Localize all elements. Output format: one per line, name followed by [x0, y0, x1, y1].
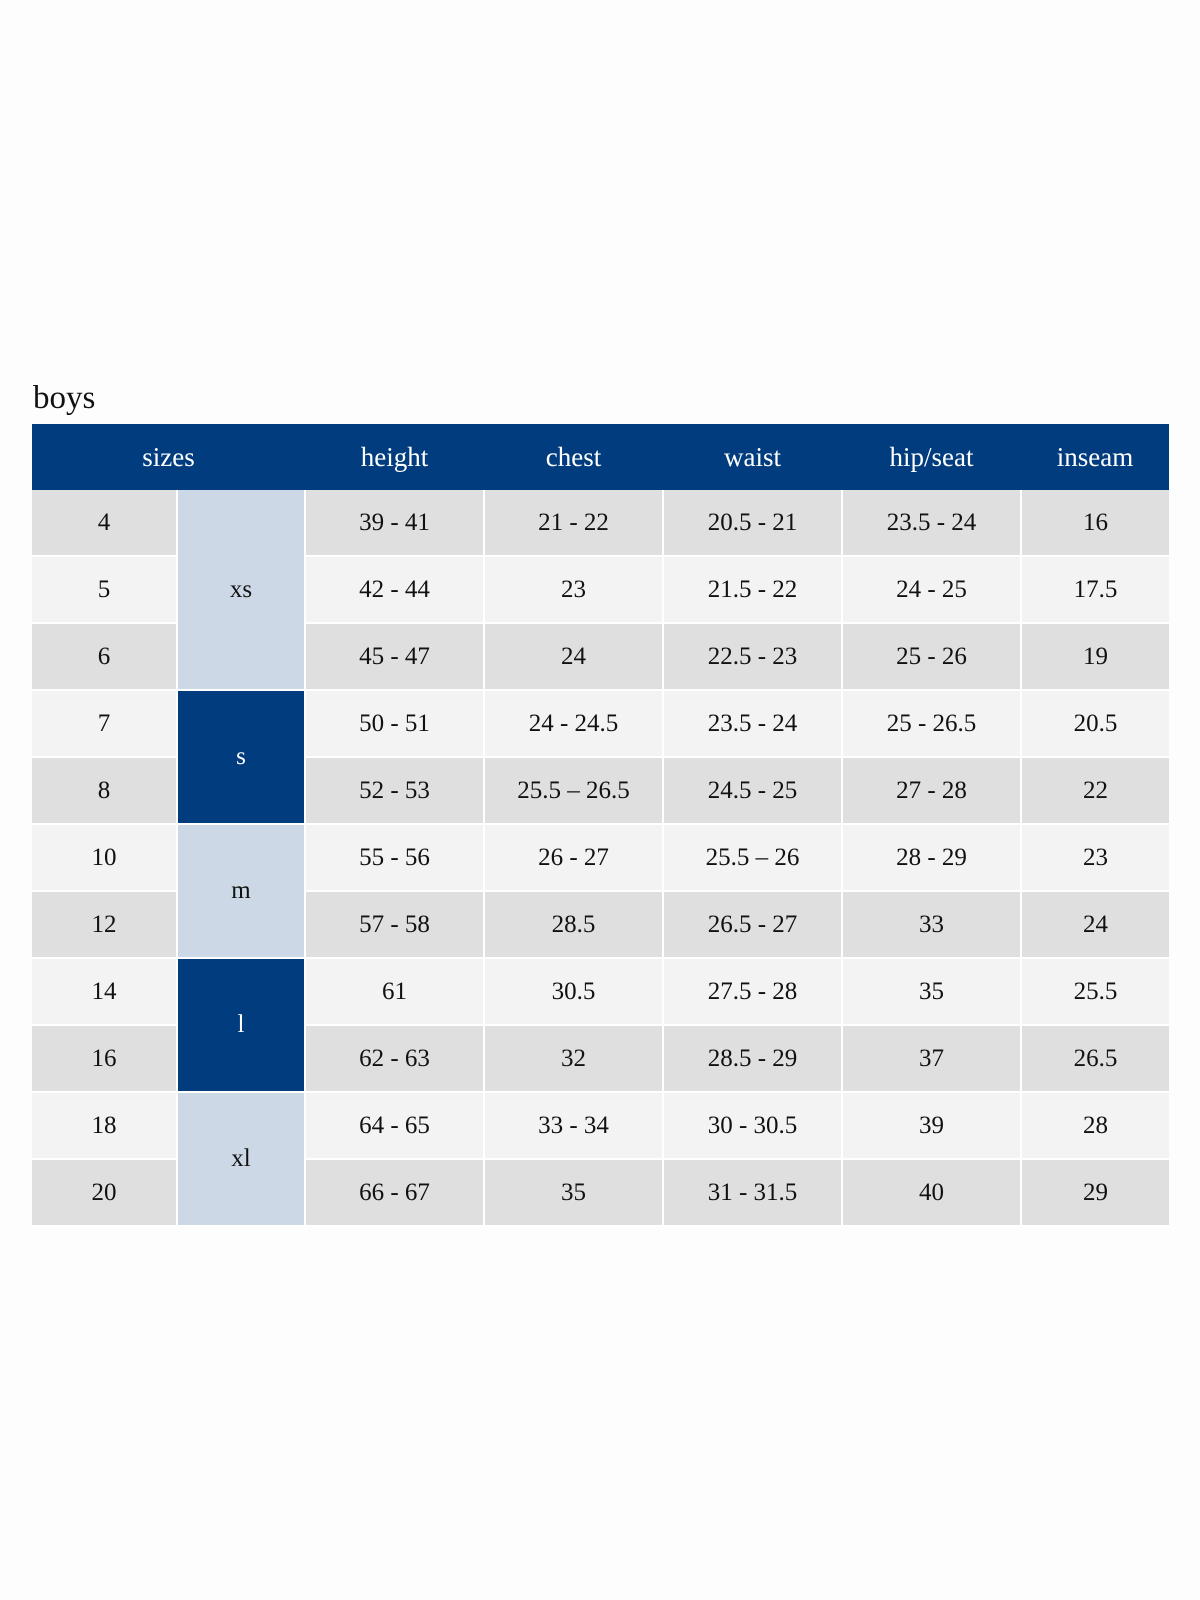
hip-seat-cell: 37: [842, 1025, 1023, 1093]
height-cell: 39 - 41: [305, 490, 486, 557]
waist-cell: 20.5 - 21: [663, 490, 844, 557]
chest-cell: 25.5 – 26.5: [484, 757, 665, 825]
inseam-cell: 23: [1021, 824, 1170, 892]
chest-cell: 21 - 22: [484, 490, 665, 557]
header-height: height: [305, 424, 485, 490]
chest-cell: 24: [484, 623, 665, 691]
size-chart-table: sizes height chest waist hip/seat inseam…: [32, 424, 1170, 1227]
height-cell: 57 - 58: [305, 891, 486, 959]
inseam-cell: 24: [1021, 891, 1170, 959]
table-row: 20 66 - 67 35 31 - 31.5 40 29: [32, 1159, 1170, 1227]
inseam-cell: 26.5: [1021, 1025, 1170, 1093]
hip-seat-cell: 25 - 26.5: [842, 690, 1023, 758]
size-cell: 6: [32, 623, 178, 691]
inseam-cell: 16: [1021, 490, 1170, 557]
waist-cell: 27.5 - 28: [663, 958, 844, 1026]
table-row: 18 xl 64 - 65 33 - 34 30 - 30.5 39 28: [32, 1092, 1170, 1227]
chest-cell: 26 - 27: [484, 824, 665, 892]
letter-size-cell: xl: [177, 1092, 307, 1227]
chest-cell: 32: [484, 1025, 665, 1093]
hip-seat-cell: 27 - 28: [842, 757, 1023, 825]
letter-size-cell: xs: [177, 490, 307, 691]
header-chest: chest: [484, 424, 664, 490]
size-cell: 7: [32, 690, 178, 758]
table-row: 7 s 50 - 51 24 - 24.5 23.5 - 24 25 - 26.…: [32, 690, 1170, 825]
hip-seat-cell: 40: [842, 1159, 1023, 1227]
size-cell: 20: [32, 1159, 178, 1227]
hip-seat-cell: 24 - 25: [842, 556, 1023, 624]
table-row: 10 m 55 - 56 26 - 27 25.5 – 26 28 - 29 2…: [32, 824, 1170, 959]
inseam-cell: 20.5: [1021, 690, 1170, 758]
waist-cell: 31 - 31.5: [663, 1159, 844, 1227]
table-row: 12 57 - 58 28.5 26.5 - 27 33 24: [32, 891, 1170, 959]
header-sizes: sizes: [32, 424, 306, 490]
letter-size-cell: l: [177, 958, 307, 1093]
waist-cell: 25.5 – 26: [663, 824, 844, 892]
waist-cell: 26.5 - 27: [663, 891, 844, 959]
size-cell: 14: [32, 958, 178, 1026]
hip-seat-cell: 23.5 - 24: [842, 490, 1023, 557]
waist-cell: 23.5 - 24: [663, 690, 844, 758]
height-cell: 52 - 53: [305, 757, 486, 825]
height-cell: 64 - 65: [305, 1092, 486, 1160]
waist-cell: 28.5 - 29: [663, 1025, 844, 1093]
inseam-cell: 19: [1021, 623, 1170, 691]
size-cell: 5: [32, 556, 178, 624]
waist-cell: 24.5 - 25: [663, 757, 844, 825]
hip-seat-cell: 25 - 26: [842, 623, 1023, 691]
inseam-cell: 22: [1021, 757, 1170, 825]
height-cell: 62 - 63: [305, 1025, 486, 1093]
height-cell: 66 - 67: [305, 1159, 486, 1227]
height-cell: 55 - 56: [305, 824, 486, 892]
height-cell: 50 - 51: [305, 690, 486, 758]
chest-cell: 33 - 34: [484, 1092, 665, 1160]
chest-cell: 24 - 24.5: [484, 690, 665, 758]
height-cell: 61: [305, 958, 486, 1026]
chest-cell: 35: [484, 1159, 665, 1227]
waist-cell: 21.5 - 22: [663, 556, 844, 624]
size-cell: 12: [32, 891, 178, 959]
table-row: 5 42 - 44 23 21.5 - 22 24 - 25 17.5: [32, 556, 1170, 624]
header-hip-seat: hip/seat: [842, 424, 1022, 490]
inseam-cell: 17.5: [1021, 556, 1170, 624]
size-cell: 18: [32, 1092, 178, 1160]
size-cell: 16: [32, 1025, 178, 1093]
hip-seat-cell: 33: [842, 891, 1023, 959]
inseam-cell: 25.5: [1021, 958, 1170, 1026]
header-waist: waist: [663, 424, 843, 490]
waist-cell: 30 - 30.5: [663, 1092, 844, 1160]
hip-seat-cell: 35: [842, 958, 1023, 1026]
table-row: 4 xs 39 - 41 21 - 22 20.5 - 21 23.5 - 24…: [32, 490, 1170, 691]
hip-seat-cell: 28 - 29: [842, 824, 1023, 892]
size-cell: 10: [32, 824, 178, 892]
size-cell: 4: [32, 490, 178, 557]
chart-title: boys: [33, 380, 96, 416]
height-cell: 42 - 44: [305, 556, 486, 624]
table-row: 16 62 - 63 32 28.5 - 29 37 26.5: [32, 1025, 1170, 1093]
table-row: 8 52 - 53 25.5 – 26.5 24.5 - 25 27 - 28 …: [32, 757, 1170, 825]
height-cell: 45 - 47: [305, 623, 486, 691]
size-cell: 8: [32, 757, 178, 825]
table-row: 14 l 61 30.5 27.5 - 28 35 25.5: [32, 958, 1170, 1093]
inseam-cell: 28: [1021, 1092, 1170, 1160]
hip-seat-cell: 39: [842, 1092, 1023, 1160]
waist-cell: 22.5 - 23: [663, 623, 844, 691]
chest-cell: 28.5: [484, 891, 665, 959]
letter-size-cell: s: [177, 690, 307, 825]
chest-cell: 30.5: [484, 958, 665, 1026]
inseam-cell: 29: [1021, 1159, 1170, 1227]
table-row: 6 45 - 47 24 22.5 - 23 25 - 26 19: [32, 623, 1170, 691]
header-inseam: inseam: [1021, 424, 1170, 490]
header-row: sizes height chest waist hip/seat inseam: [32, 424, 1170, 490]
chest-cell: 23: [484, 556, 665, 624]
letter-size-cell: m: [177, 824, 307, 959]
